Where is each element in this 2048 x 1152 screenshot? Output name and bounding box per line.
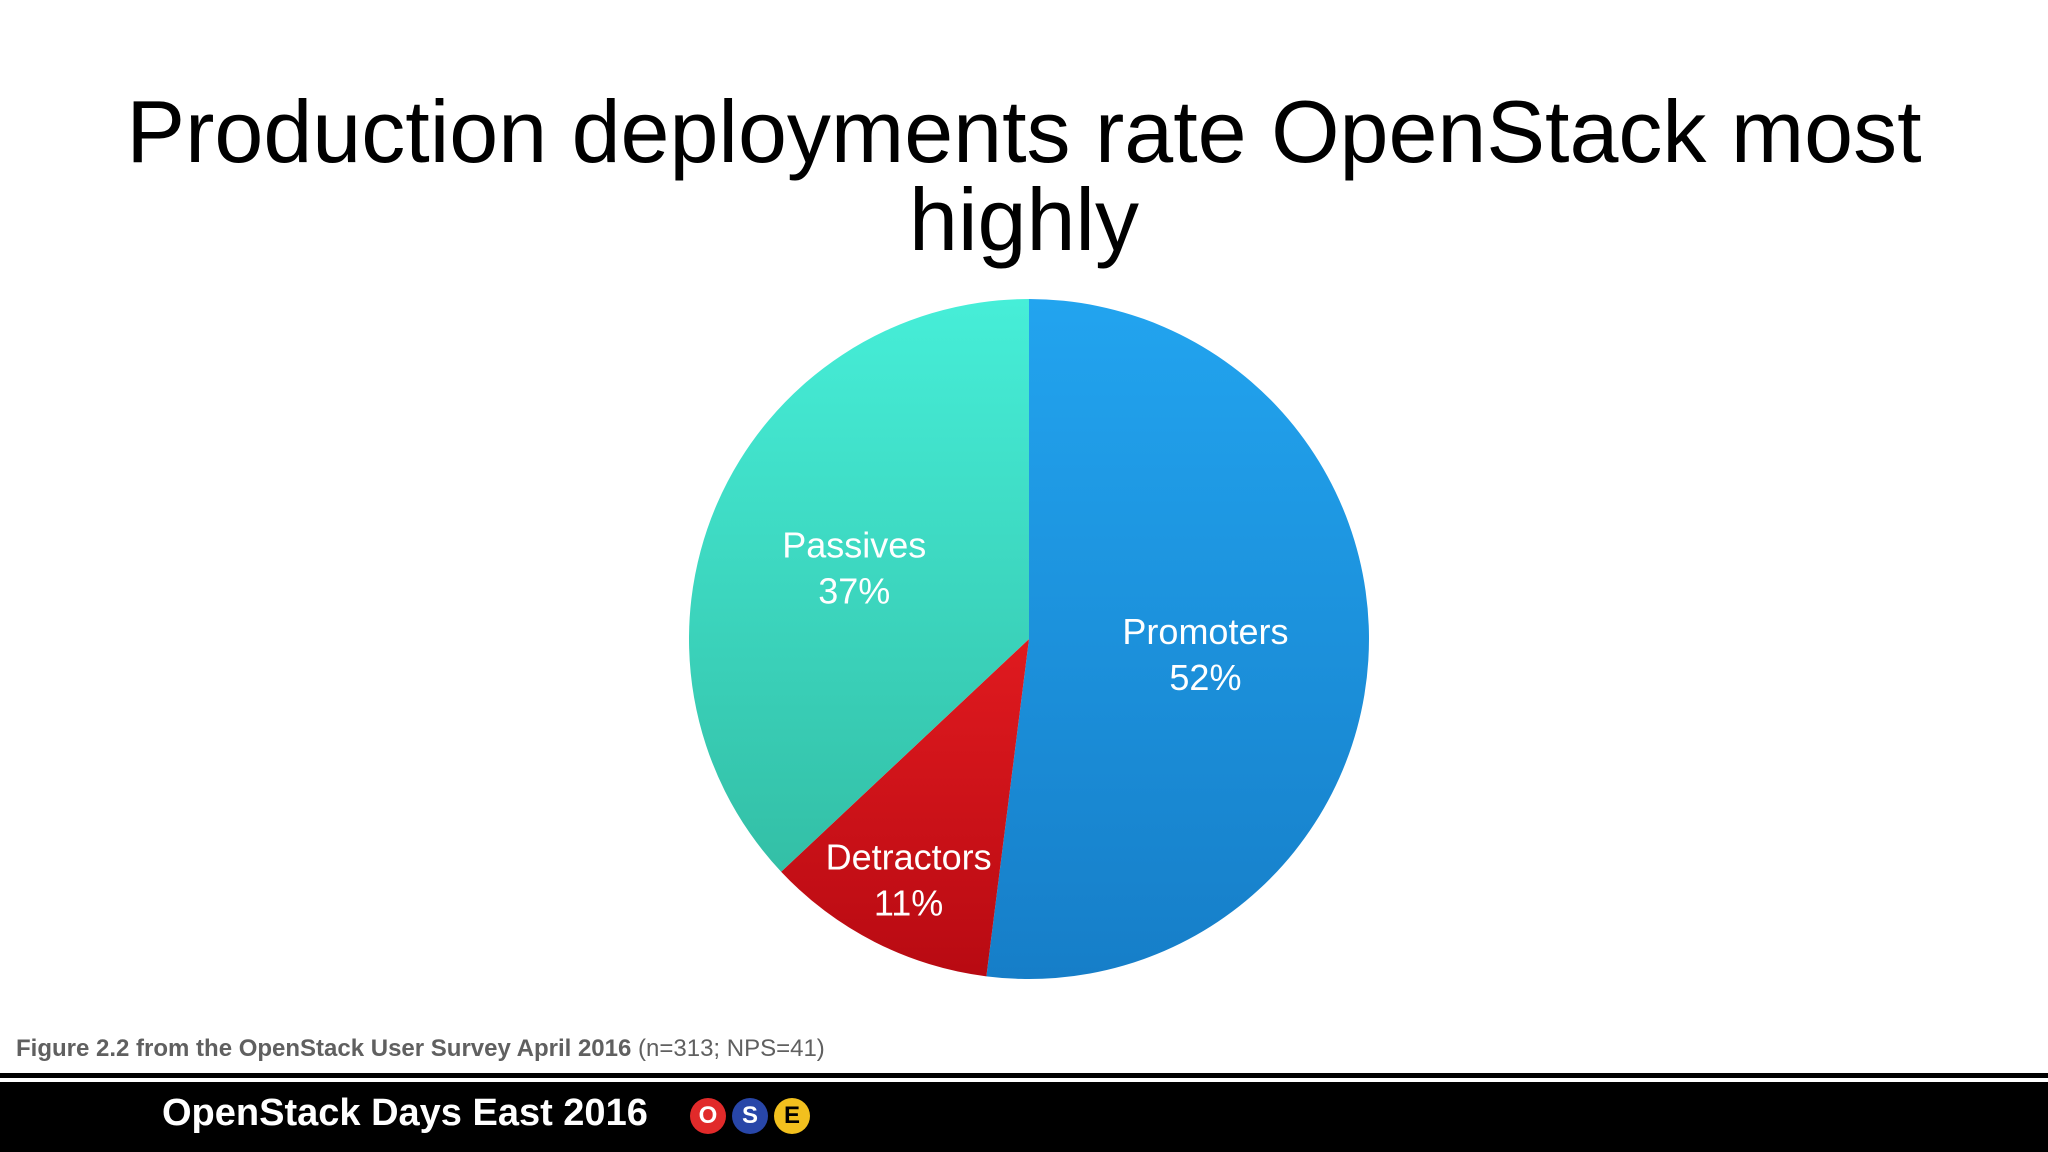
slice-value-promoters: 52% [1169, 657, 1241, 698]
pie-slice-promoters [986, 299, 1369, 979]
pie-slice-passives [689, 299, 1029, 872]
slide-title: Production deployments rate OpenStack mo… [126, 82, 1922, 269]
badge-e: E [774, 1098, 810, 1134]
slice-label-detractors: Detractors [826, 836, 992, 877]
slice-value-passives: 37% [818, 570, 890, 611]
source-caption: Figure 2.2 from the OpenStack User Surve… [16, 1035, 825, 1063]
slice-label-passives: Passives [782, 524, 926, 565]
footer-event-name: OpenStack Days East 2016 [162, 1092, 648, 1134]
caption-stats: (n=313; NPS=41) [631, 1035, 825, 1062]
footer-divider [0, 1073, 2048, 1078]
badge-o: O [690, 1098, 726, 1134]
badge-s: S [732, 1098, 768, 1134]
slice-label-promoters: Promoters [1122, 611, 1288, 652]
footer-bar [0, 1082, 2048, 1152]
event-logo: O S E [690, 1098, 810, 1134]
caption-source: Figure 2.2 from the OpenStack User Surve… [16, 1035, 632, 1062]
pie-slice-detractors [781, 639, 1029, 977]
slice-value-detractors: 11% [874, 882, 943, 923]
